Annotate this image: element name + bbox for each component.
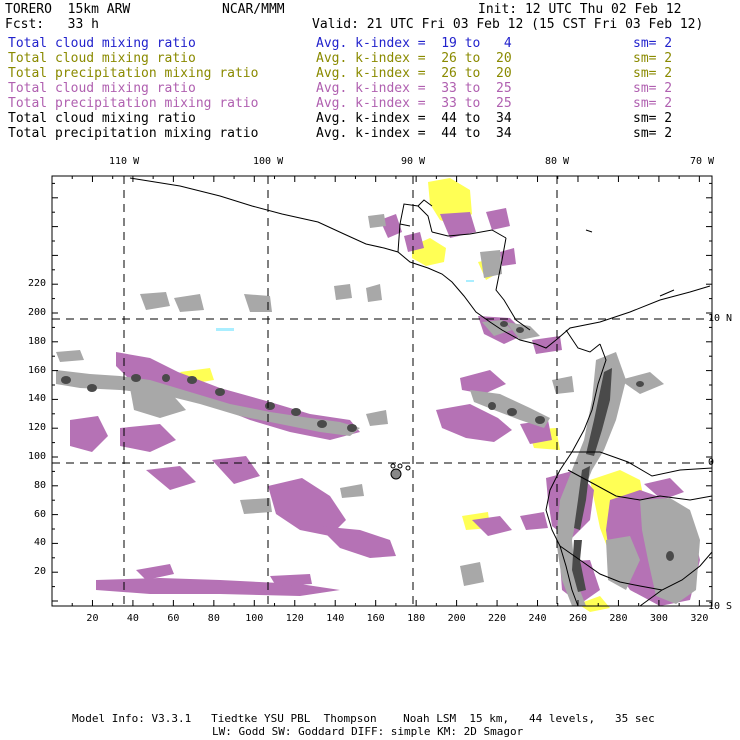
lon-label: 80 W <box>545 156 570 167</box>
y-tick-label: 140 <box>27 393 46 405</box>
legend-field: Total precipitation mixing ratio <box>8 96 259 111</box>
x-tick-label: 320 <box>690 613 709 624</box>
x-tick-label: 140 <box>326 613 345 624</box>
x-tick-label: 200 <box>447 613 466 624</box>
lon-label: 70 W <box>690 156 715 167</box>
lon-label: 90 W <box>401 156 426 167</box>
legend-sm: sm= 2 <box>633 51 673 66</box>
legend-kindex: Avg. k-index = 19 to 4 <box>316 36 512 51</box>
legend-field: Total cloud mixing ratio <box>8 81 196 96</box>
y-tick-label: 20 <box>33 566 46 578</box>
legend-kindex: Avg. k-index = 44 to 34 <box>316 126 512 141</box>
x-tick-label: 280 <box>609 613 628 624</box>
legend-sm: sm= 2 <box>633 111 673 126</box>
legend-field: Total cloud mixing ratio <box>8 36 196 51</box>
lat-label: 10 S <box>708 601 733 612</box>
y-tick-label: 180 <box>27 335 46 347</box>
legend-sm: sm= 2 <box>633 96 673 111</box>
init-time: Init: 12 UTC Thu 02 Feb 12 <box>478 2 682 17</box>
x-tick-label: 120 <box>285 613 304 624</box>
y-tick-label: 220 <box>27 278 46 290</box>
legend-sm: sm= 2 <box>633 81 673 96</box>
y-tick-label: 100 <box>27 451 46 462</box>
legend-field: Total cloud mixing ratio <box>8 51 196 66</box>
legend-sm: sm= 2 <box>633 126 673 141</box>
map-frame <box>51 175 713 607</box>
legend-kindex: Avg. k-index = 44 to 34 <box>316 111 512 126</box>
x-tick-label: 300 <box>649 613 668 624</box>
footer-model-info: Model Info: V3.3.1 Tiedtke YSU PBL Thomp… <box>72 712 655 725</box>
x-tick-label: 160 <box>366 613 385 624</box>
legend-sm: sm= 2 <box>633 66 673 81</box>
y-tick-label: 160 <box>27 364 46 376</box>
x-tick-label: 60 <box>167 613 180 624</box>
footer-physics-info: LW: Godd SW: Goddard DIFF: simple KM: 2D… <box>212 725 524 738</box>
y-tick-label: 40 <box>33 537 46 549</box>
lat-label: 10 N <box>708 313 733 324</box>
legend-kindex: Avg. k-index = 33 to 25 <box>316 81 512 96</box>
legend-field: Total cloud mixing ratio <box>8 111 196 126</box>
lat-label: 0 <box>708 457 715 468</box>
center-name: NCAR/MMM <box>222 2 285 17</box>
latlon-grid <box>52 176 712 606</box>
x-tick-label: 80 <box>207 613 220 624</box>
x-tick-label: 260 <box>568 613 587 624</box>
legend-field: Total precipitation mixing ratio <box>8 126 259 141</box>
legend-field: Total precipitation mixing ratio <box>8 66 259 81</box>
y-tick-label: 80 <box>33 479 46 491</box>
x-tick-label: 220 <box>488 613 507 624</box>
legend-kindex: Avg. k-index = 26 to 20 <box>316 51 512 66</box>
legend-kindex: Avg. k-index = 33 to 25 <box>316 96 512 111</box>
legend-sm: sm= 2 <box>633 36 673 51</box>
x-tick-label: 100 <box>245 613 264 624</box>
coastlines <box>129 177 713 607</box>
model-title: TORERO 15km ARW <box>5 2 131 17</box>
galapagos-islands <box>390 463 411 480</box>
cloud-fields <box>56 178 700 612</box>
lon-label: 100 W <box>253 156 284 167</box>
axis-ticks <box>51 176 712 606</box>
y-tick-label: 60 <box>33 508 46 520</box>
y-tick-label: 200 <box>27 307 46 318</box>
lon-label: 110 W <box>109 156 140 167</box>
y-tick-label: 120 <box>27 422 46 434</box>
x-tick-label: 40 <box>126 613 139 624</box>
valid-time: Valid: 21 UTC Fri 03 Feb 12 (15 CST Fri … <box>312 17 704 32</box>
x-tick-label: 180 <box>407 613 426 624</box>
forecast-hour: Fcst: 33 h <box>5 17 99 32</box>
x-tick-label: 240 <box>528 613 547 624</box>
legend-kindex: Avg. k-index = 26 to 20 <box>316 66 512 81</box>
x-tick-label: 20 <box>86 613 99 624</box>
